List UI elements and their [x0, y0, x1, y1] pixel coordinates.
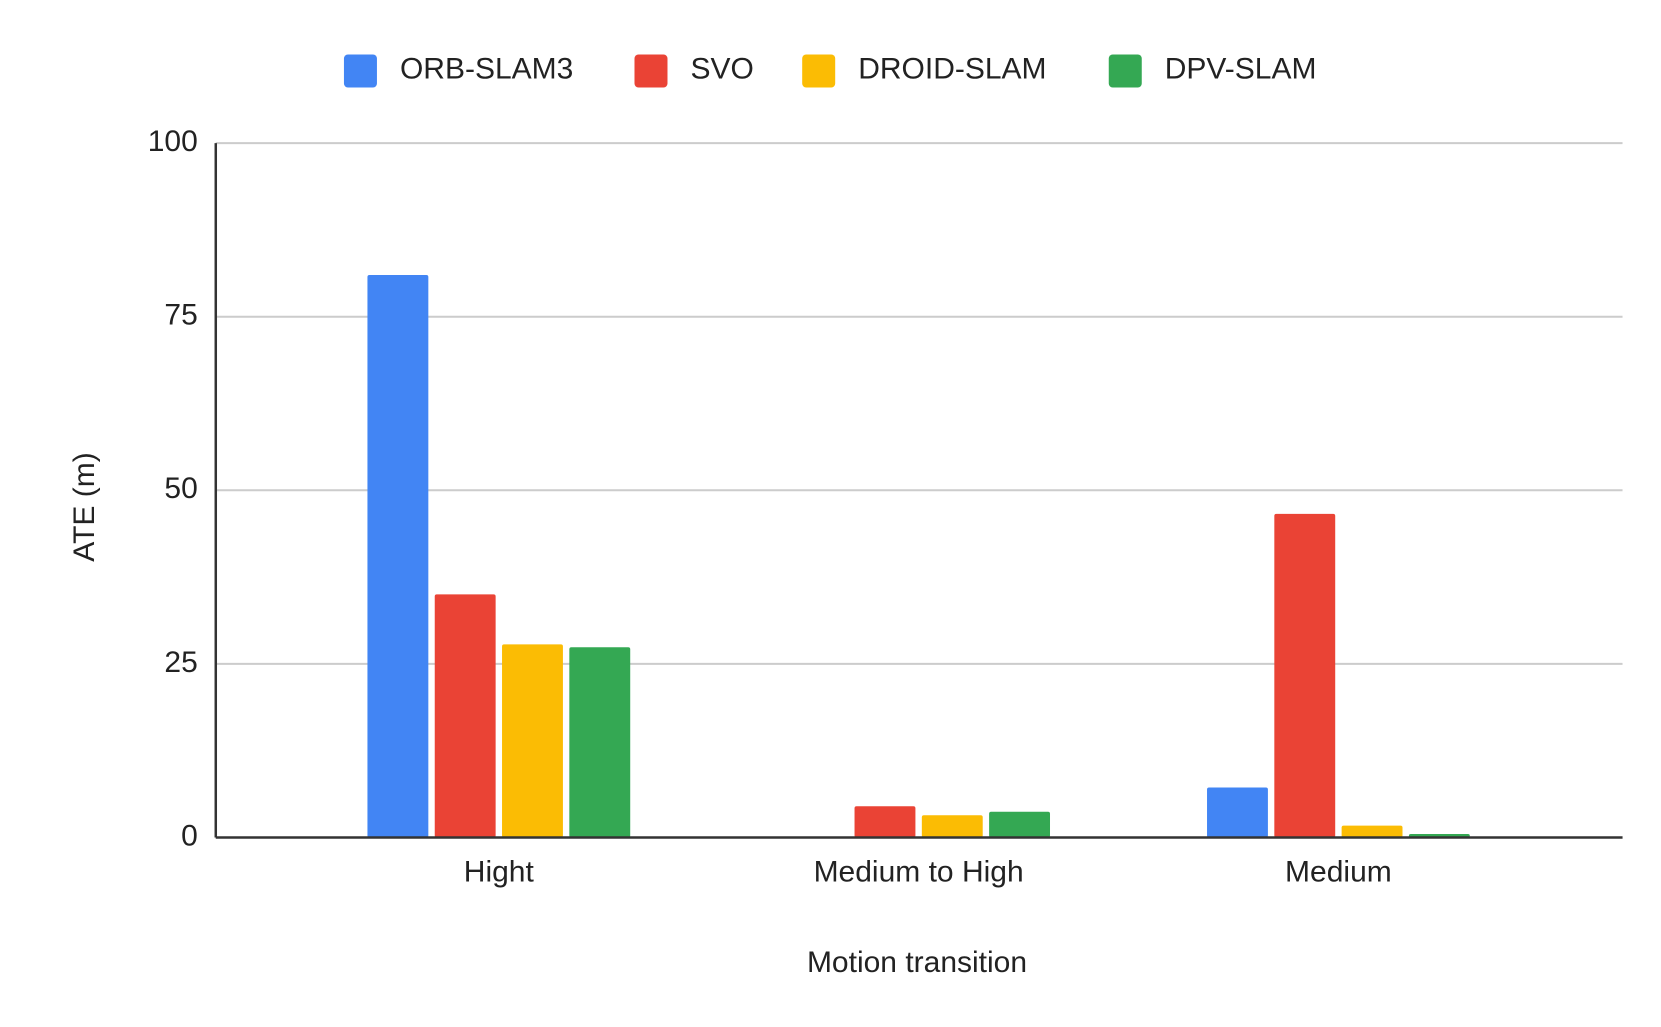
- legend-swatch: [1108, 54, 1142, 88]
- x-axis-title: Motion transition: [807, 946, 1027, 979]
- bar: [367, 275, 429, 838]
- legend-label: SVO: [690, 52, 753, 85]
- bar: [921, 815, 983, 838]
- x-tick-label: Medium to High: [814, 856, 1024, 889]
- x-tick-label: Medium: [1285, 856, 1392, 889]
- legend-swatch: [802, 54, 836, 88]
- bar: [502, 644, 563, 838]
- y-tick-label: 50: [164, 472, 197, 505]
- y-tick-label: 75: [164, 299, 197, 332]
- bar: [1341, 825, 1403, 838]
- legend-swatch: [634, 54, 668, 88]
- bar: [434, 594, 496, 838]
- y-tick-label: 25: [164, 646, 197, 679]
- legend-swatch: [343, 54, 377, 88]
- bar: [569, 647, 631, 838]
- y-tick-label: 100: [148, 125, 198, 158]
- legend-label: DPV-SLAM: [1165, 52, 1317, 85]
- bar: [854, 806, 916, 838]
- y-tick-label: 0: [181, 819, 198, 852]
- legend-label: DROID-SLAM: [858, 52, 1046, 85]
- legend-label: ORB-SLAM3: [400, 52, 573, 85]
- y-axis-title: ATE (m): [68, 452, 101, 561]
- x-tick-label: Hight: [464, 856, 535, 889]
- bar: [1207, 787, 1268, 838]
- bar: [1274, 513, 1336, 838]
- bar: [989, 811, 1051, 838]
